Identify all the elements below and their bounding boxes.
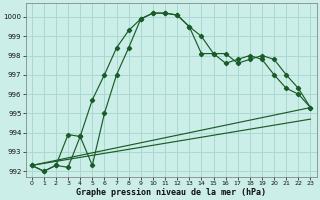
X-axis label: Graphe pression niveau de la mer (hPa): Graphe pression niveau de la mer (hPa): [76, 188, 266, 197]
